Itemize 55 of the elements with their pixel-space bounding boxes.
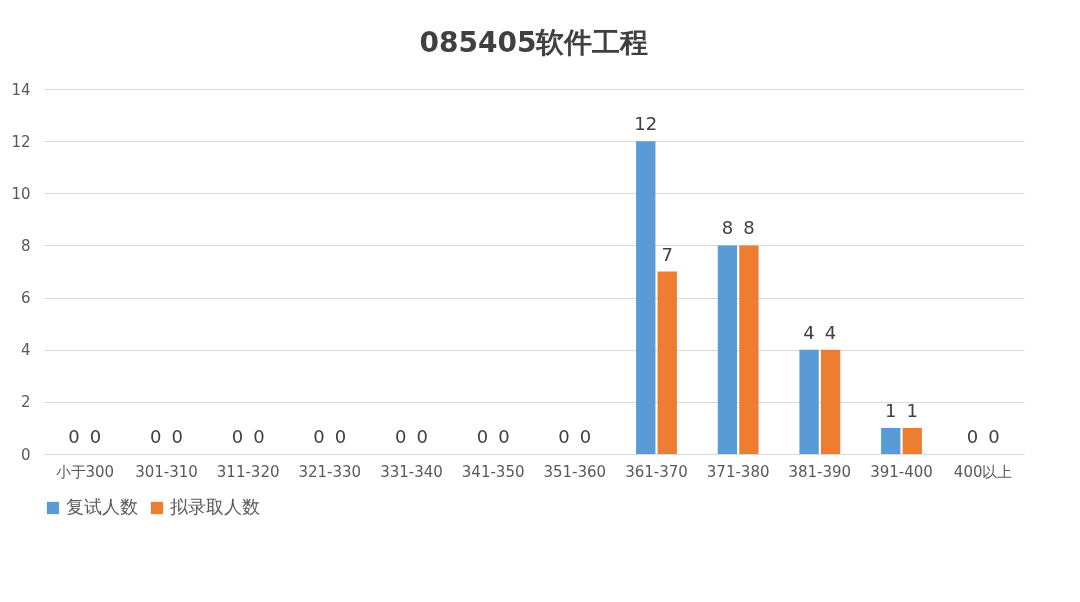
data-label: 0 xyxy=(253,426,265,447)
x-tick-label: 400以上 xyxy=(953,462,1013,481)
data-label: 0 xyxy=(171,426,183,447)
data-label: 0 xyxy=(68,426,80,447)
x-tick-label: 351-360 xyxy=(543,462,607,481)
x-tick-label: 361-370 xyxy=(625,462,688,481)
chart-title: 085405软件工程 xyxy=(419,26,649,59)
x-tick-label: 311-320 xyxy=(216,462,280,481)
data-label: 0 xyxy=(579,426,592,447)
data-label: 0 xyxy=(150,426,162,447)
data-label: 4 xyxy=(803,321,815,343)
x-tick-label: 381-390 xyxy=(788,462,852,481)
data-label: 0 xyxy=(89,426,102,447)
bar xyxy=(799,349,819,454)
data-label: 0 xyxy=(966,426,979,447)
data-label: 1 xyxy=(906,399,918,421)
data-label: 7 xyxy=(661,243,673,265)
bar xyxy=(902,427,922,454)
data-label: 12 xyxy=(634,113,658,135)
bar xyxy=(657,271,677,454)
x-tick-label: 小于300 xyxy=(55,462,115,481)
data-label: 1 xyxy=(885,399,897,421)
data-label: 0 xyxy=(313,426,325,447)
data-label: 0 xyxy=(476,426,489,447)
data-label: 4 xyxy=(824,321,837,343)
data-label: 0 xyxy=(395,426,407,447)
y-tick-label: 4 xyxy=(20,341,31,360)
y-tick-label: 12 xyxy=(11,132,31,151)
bar xyxy=(717,245,738,454)
y-tick-label: 10 xyxy=(11,184,31,203)
legend-label: 复试人数 xyxy=(66,496,138,517)
data-label: 8 xyxy=(721,217,734,239)
y-tick-label: 6 xyxy=(20,289,31,308)
bar xyxy=(636,141,656,454)
bar xyxy=(881,427,901,454)
x-tick-label: 321-330 xyxy=(298,462,362,481)
data-label: 0 xyxy=(498,426,510,447)
bar xyxy=(739,245,759,454)
data-label: 0 xyxy=(988,426,1000,447)
y-tick-label: 14 xyxy=(11,80,31,99)
y-tick-label: 2 xyxy=(20,393,31,412)
x-tick-label: 371-380 xyxy=(706,462,770,481)
data-label: 0 xyxy=(231,426,244,447)
x-tick-label: 331-340 xyxy=(380,462,443,481)
x-tick-label: 341-350 xyxy=(461,462,525,481)
x-tick-label: 391-400 xyxy=(870,462,933,481)
data-label: 0 xyxy=(334,426,347,447)
y-tick-label: 0 xyxy=(20,445,31,464)
y-tick-label: 8 xyxy=(20,236,31,255)
x-tick-label: 301-310 xyxy=(135,462,198,481)
data-label: 0 xyxy=(558,426,570,447)
legend-label: 拟录取人数 xyxy=(170,496,260,517)
data-label: 0 xyxy=(416,426,428,447)
data-label: 8 xyxy=(743,217,755,239)
bar xyxy=(820,349,841,454)
